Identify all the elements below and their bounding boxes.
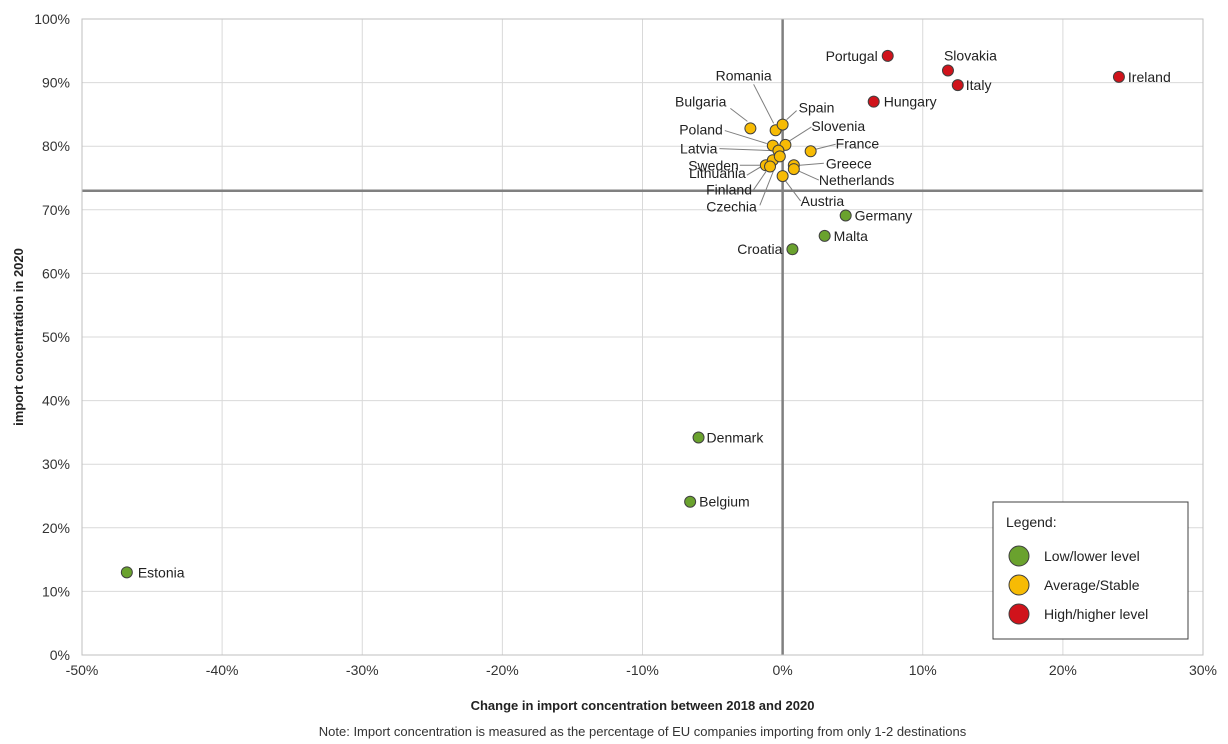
label-finland: Finland xyxy=(706,182,752,198)
point-czechia xyxy=(773,150,786,163)
point-spain xyxy=(776,118,789,131)
leader-line-greece xyxy=(799,162,824,166)
y-tick-label: 70% xyxy=(42,202,70,218)
legend-marker-low-lower-level xyxy=(1008,545,1030,567)
x-tick-label: 0% xyxy=(773,662,793,678)
label-malta: Malta xyxy=(834,228,868,244)
label-lithuania: Lithuania xyxy=(689,165,746,181)
y-tick-label: 30% xyxy=(42,456,70,472)
label-france: France xyxy=(836,135,880,151)
legend-title: Legend: xyxy=(1006,514,1057,530)
y-tick-label: 50% xyxy=(42,329,70,345)
x-tick-label: -50% xyxy=(66,662,99,678)
label-latvia: Latvia xyxy=(680,141,718,157)
label-greece: Greece xyxy=(826,155,872,171)
x-tick-label: -10% xyxy=(626,662,659,678)
leader-line-bulgaria xyxy=(730,107,748,122)
label-sweden: Sweden xyxy=(688,157,739,173)
y-axis-title: import concentration in 2020 xyxy=(11,248,26,426)
y-tick-label: 40% xyxy=(42,393,70,409)
label-bulgaria: Bulgaria xyxy=(675,93,727,109)
leader-line-austria xyxy=(785,180,802,202)
label-estonia: Estonia xyxy=(138,564,185,580)
label-portugal: Portugal xyxy=(826,48,878,64)
leader-line-romania xyxy=(753,84,775,124)
label-denmark: Denmark xyxy=(707,429,765,445)
y-tick-labels: 0% 10% 20% 30% 40% 50% 60% 70% 80% 90% 100% xyxy=(34,11,70,663)
leader-line-finland xyxy=(752,171,767,191)
x-tick-labels: -50% -40% -30% -20% -10% 0% 10% 20% 30% xyxy=(66,662,1217,678)
point-belgium xyxy=(684,495,697,508)
label-slovakia: Slovakia xyxy=(944,48,997,64)
point-netherlands xyxy=(787,163,800,176)
leader-line-spain xyxy=(786,110,797,120)
point-croatia xyxy=(786,243,799,256)
legend-label-high-higher-level: High/higher level xyxy=(1044,606,1148,622)
label-italy: Italy xyxy=(966,77,992,93)
leader-line-france xyxy=(815,143,836,150)
plot-frame xyxy=(81,18,1204,656)
point-bulgaria xyxy=(744,122,757,135)
point-estonia xyxy=(120,566,133,579)
data-points xyxy=(120,49,1125,579)
point-austria xyxy=(776,170,789,183)
y-tick-label: 0% xyxy=(50,647,70,663)
label-netherlands: Netherlands xyxy=(819,172,895,188)
label-belgium: Belgium xyxy=(699,494,750,510)
label-austria: Austria xyxy=(801,193,845,209)
x-tick-label: -40% xyxy=(206,662,239,678)
label-poland: Poland xyxy=(679,122,723,138)
label-romania: Romania xyxy=(716,67,772,83)
legend-label-average-stable: Average/Stable xyxy=(1044,577,1140,593)
point-portugal xyxy=(881,49,894,62)
x-tick-label: 20% xyxy=(1049,662,1077,678)
y-tick-label: 90% xyxy=(42,75,70,91)
leader-line-poland xyxy=(724,130,767,145)
y-tick-label: 10% xyxy=(42,583,70,599)
point-labels: Estonia Belgium Denmark Croatia Malta Germany… xyxy=(138,48,1171,581)
label-croatia: Croatia xyxy=(737,241,782,257)
label-spain: Spain xyxy=(799,100,835,116)
legend-marker-high-higher-level xyxy=(1008,603,1030,625)
leader-line-latvia xyxy=(719,148,773,152)
x-tick-label: 10% xyxy=(909,662,937,678)
point-germany xyxy=(839,209,852,222)
point-finland xyxy=(764,160,777,173)
x-tick-label: -20% xyxy=(486,662,519,678)
label-germany: Germany xyxy=(855,208,913,224)
label-ireland: Ireland xyxy=(1128,69,1171,85)
label-slovenia: Slovenia xyxy=(811,118,865,134)
y-tick-label: 60% xyxy=(42,265,70,281)
leader-line-netherlands xyxy=(798,170,820,181)
y-tick-label: 80% xyxy=(42,138,70,154)
label-czechia: Czechia xyxy=(706,198,757,214)
legend: Legend: Low/lower level Average/Stable Hig… xyxy=(992,501,1189,640)
legend-items: Low/lower level Average/Stable High/higher… xyxy=(1008,545,1148,625)
chart-note: Note: Import concentration is measured a… xyxy=(319,724,967,739)
point-italy xyxy=(951,79,964,92)
point-malta xyxy=(818,229,831,242)
point-france xyxy=(804,145,817,158)
point-hungary xyxy=(867,95,880,108)
x-tick-label: 30% xyxy=(1189,662,1217,678)
point-denmark xyxy=(692,431,705,444)
legend-marker-average-stable xyxy=(1008,574,1030,596)
point-ireland xyxy=(1112,70,1125,83)
y-tick-label: 100% xyxy=(34,11,70,27)
x-tick-label: -30% xyxy=(346,662,379,678)
point-slovakia xyxy=(941,64,954,77)
label-hungary: Hungary xyxy=(884,94,937,110)
y-tick-label: 20% xyxy=(42,520,70,536)
x-axis-title: Change in import concentration between 2… xyxy=(471,698,815,713)
leader-line-slovenia xyxy=(789,126,812,142)
legend-label-low-lower-level: Low/lower level xyxy=(1044,548,1140,564)
